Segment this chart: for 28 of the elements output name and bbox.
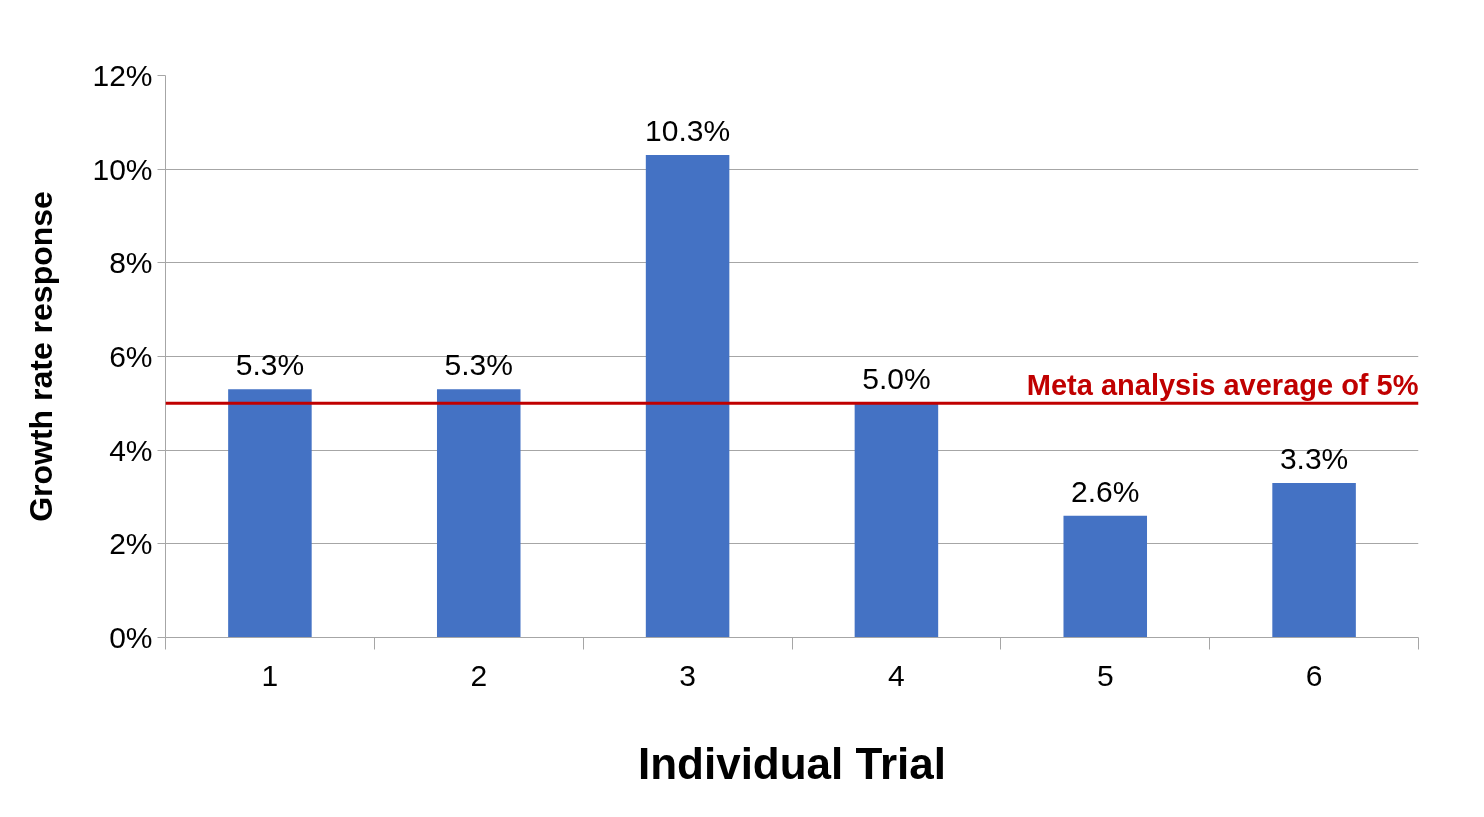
data-label: 2.6% [1071, 474, 1140, 508]
data-label: 3.3% [1279, 441, 1349, 475]
data-label: 10.3% [645, 114, 731, 148]
x-tick-label: 3 [679, 658, 696, 692]
y-tick-label: 6% [109, 340, 153, 373]
x-tick-label: 4 [888, 658, 905, 692]
y-axis-title: Growth rate response [23, 191, 60, 522]
x-tick-label: 2 [470, 658, 488, 692]
y-tick-label: 4% [109, 433, 153, 467]
bar [436, 389, 521, 638]
bar [854, 403, 939, 638]
x-tick-label: 6 [1305, 658, 1323, 692]
y-tick-label: 2% [109, 527, 153, 561]
x-axis-title: Individual Trial [637, 738, 947, 788]
bar [228, 389, 312, 638]
data-label: 5.0% [862, 362, 931, 396]
y-tick-label: 8% [109, 246, 153, 280]
y-tick-label: 12% [92, 59, 153, 92]
x-tick-label: 5 [1096, 658, 1114, 692]
data-label: 5.3% [235, 348, 305, 382]
bar [1272, 482, 1356, 638]
bar [645, 155, 730, 638]
y-tick-label: 10% [92, 152, 153, 186]
y-tick-label: 0% [109, 621, 153, 654]
ref-line-label: Meta analysis average of 5% [1026, 369, 1419, 402]
x-tick-label: 1 [261, 658, 279, 692]
data-label: 5.3% [444, 348, 513, 382]
bar [1063, 515, 1148, 638]
